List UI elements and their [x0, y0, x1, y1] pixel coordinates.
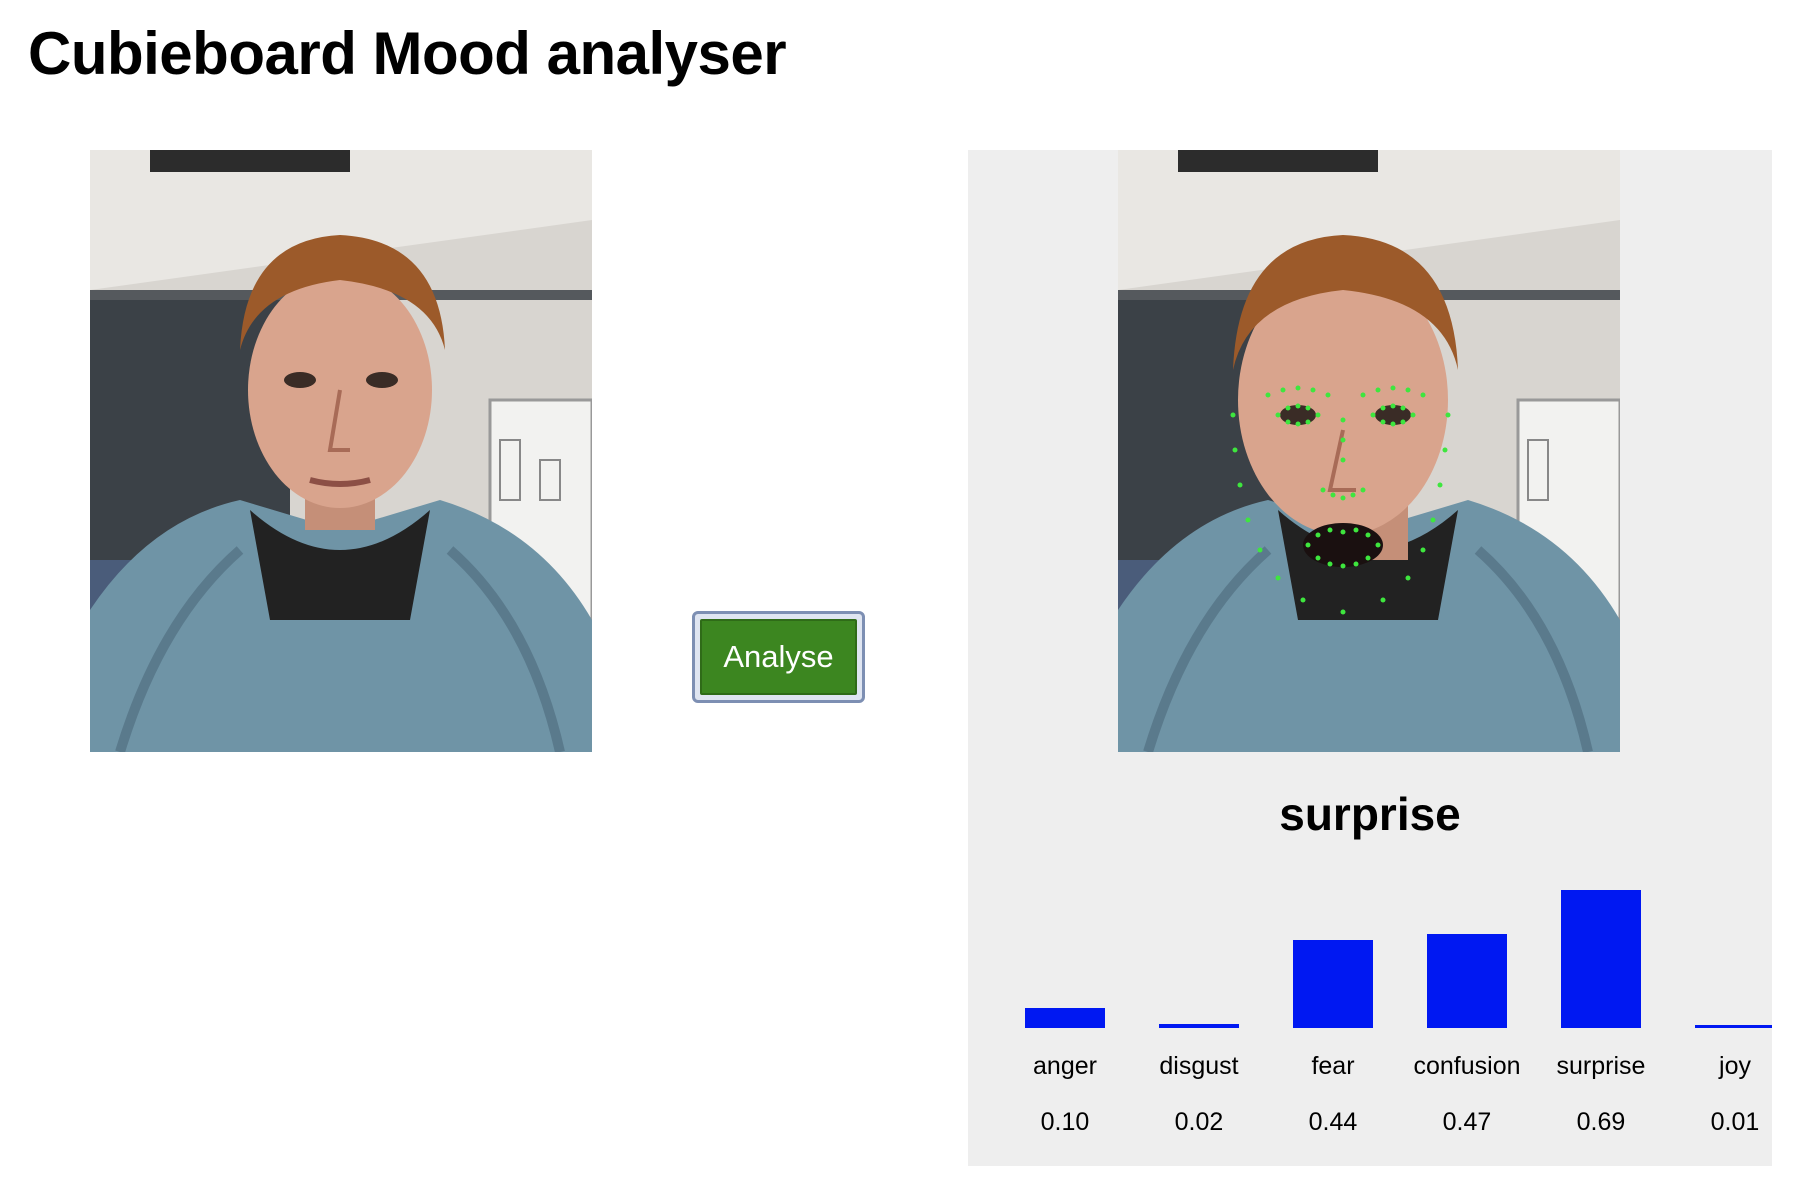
landmark-dot	[1280, 387, 1286, 393]
landmark-dot	[1430, 517, 1436, 523]
bar-value-disgust: 0.02	[1174, 1108, 1224, 1136]
landmark-dot	[1380, 597, 1386, 603]
landmark-dot	[1353, 527, 1359, 533]
landmark-dot	[1295, 421, 1301, 427]
landmark-dot	[1360, 487, 1366, 493]
landmark-dot	[1380, 405, 1386, 411]
landmark-dot	[1365, 532, 1371, 538]
landmark-dot	[1325, 392, 1331, 398]
bar-joy	[1695, 1025, 1772, 1028]
landmark-dot	[1390, 385, 1396, 391]
landmark-dot	[1410, 412, 1416, 418]
analyse-button-label: Analyse	[700, 619, 857, 695]
bar-value-surprise: 0.69	[1576, 1108, 1626, 1136]
landmark-dot	[1340, 563, 1346, 569]
page-title: Cubieboard Mood analyser	[28, 20, 787, 87]
bar-label-anger: anger	[1033, 1052, 1097, 1080]
landmark-dot	[1315, 412, 1321, 418]
landmark-dot	[1305, 542, 1311, 548]
landmark-dot	[1305, 419, 1311, 425]
landmark-dot	[1340, 417, 1346, 423]
landmark-dot	[1310, 387, 1316, 393]
landmark-dot	[1232, 447, 1238, 453]
landmark-dot	[1295, 403, 1301, 409]
bar-fear	[1293, 940, 1373, 1028]
landmark-dot	[1380, 419, 1386, 425]
landmark-dot	[1437, 482, 1443, 488]
output-face-photo	[1118, 150, 1620, 752]
landmark-dot	[1375, 387, 1381, 393]
landmark-dot	[1237, 482, 1243, 488]
landmark-dot	[1327, 527, 1333, 533]
landmark-dot	[1245, 517, 1251, 523]
bar-surprise	[1561, 890, 1641, 1028]
landmark-dot	[1390, 421, 1396, 427]
bar-label-fear: fear	[1311, 1052, 1355, 1080]
landmark-dot	[1353, 561, 1359, 567]
bar-label-joy: joy	[1719, 1052, 1751, 1080]
landmark-dot	[1445, 412, 1451, 418]
landmark-dot	[1365, 555, 1371, 561]
landmark-dot	[1405, 387, 1411, 393]
bar-confusion	[1427, 934, 1507, 1028]
landmark-dot	[1230, 412, 1236, 418]
landmark-dot	[1340, 609, 1346, 615]
bar-value-confusion: 0.47	[1442, 1108, 1492, 1136]
landmark-dot	[1320, 487, 1326, 493]
landmark-dot	[1370, 412, 1376, 418]
landmark-dot	[1360, 392, 1366, 398]
emotion-bar-chart: anger 0.10 disgust 0.02 fear 0.44 confusion 0.4…	[968, 150, 1772, 1166]
landmark-dot	[1340, 495, 1346, 501]
landmark-dot	[1400, 405, 1406, 411]
analyse-button[interactable]: Analyse	[692, 611, 865, 703]
landmark-dot	[1375, 542, 1381, 548]
bar-value-fear: 0.44	[1308, 1108, 1358, 1136]
landmark-dot	[1405, 575, 1411, 581]
landmark-dot	[1275, 412, 1281, 418]
landmark-dot	[1327, 561, 1333, 567]
landmark-dot	[1390, 403, 1396, 409]
bar-value-joy: 0.01	[1710, 1108, 1760, 1136]
mood-result-label: surprise	[1279, 788, 1461, 840]
landmark-dot	[1305, 405, 1311, 411]
landmark-dot	[1285, 405, 1291, 411]
landmark-dot	[1420, 392, 1426, 398]
face-landmarks-photo-icon	[1118, 150, 1620, 752]
landmark-dot	[1420, 547, 1426, 553]
landmark-dot	[1350, 492, 1356, 498]
input-face-photo	[90, 150, 592, 752]
landmark-dot	[1285, 419, 1291, 425]
landmark-dot	[1265, 392, 1271, 398]
landmark-dot	[1275, 575, 1281, 581]
bar-disgust	[1159, 1024, 1239, 1028]
landmark-dot	[1330, 492, 1336, 498]
bar-value-anger: 0.10	[1040, 1108, 1090, 1136]
landmark-dot	[1315, 532, 1321, 538]
landmark-dot	[1442, 447, 1448, 453]
landmark-dot	[1400, 419, 1406, 425]
bar-label-disgust: disgust	[1159, 1052, 1239, 1080]
landmark-dot	[1295, 385, 1301, 391]
landmark-dot	[1340, 529, 1346, 535]
landmark-dot	[1340, 457, 1346, 463]
landmark-dot	[1315, 555, 1321, 561]
landmark-dot	[1340, 437, 1346, 443]
bar-label-confusion: confusion	[1413, 1052, 1521, 1080]
result-panel: surprise anger 0.10 disgust 0.02 fear 0.44 con…	[968, 150, 1772, 1166]
landmark-dot	[1300, 597, 1306, 603]
bar-label-surprise: surprise	[1556, 1052, 1646, 1080]
face-photo-icon	[90, 150, 592, 752]
bar-anger	[1025, 1008, 1105, 1028]
landmark-dot	[1257, 547, 1263, 553]
